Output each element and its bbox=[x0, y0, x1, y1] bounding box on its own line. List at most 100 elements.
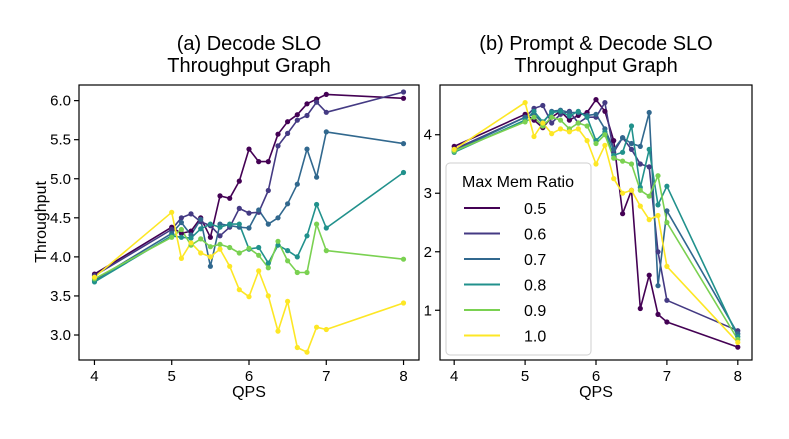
panel-b-point-0.6-3 bbox=[540, 102, 546, 109]
panel-b-point-1.0-5 bbox=[557, 126, 564, 132]
panel-a-xlabel: QPS bbox=[232, 384, 266, 401]
panel-b-point-0.9-5 bbox=[557, 117, 564, 123]
panel-a-point-0.7-16 bbox=[314, 174, 320, 180]
panel-b-point-0.8-16 bbox=[655, 202, 661, 208]
panel-b-ytick-label: 2 bbox=[424, 244, 432, 261]
panel-b-point-0.9-8 bbox=[584, 123, 590, 129]
panel-a-point-0.6-1 bbox=[169, 226, 175, 233]
legend-label-0.5: 0.5 bbox=[524, 201, 546, 218]
panel-b-point-0.8-4 bbox=[549, 109, 555, 116]
panel-a-point-0.9-11 bbox=[265, 265, 271, 271]
panel-a-point-1.0-5 bbox=[207, 254, 213, 260]
panel-a-point-0.5-14 bbox=[294, 112, 300, 118]
panel-b-point-0.6-17 bbox=[664, 297, 670, 303]
legend-title: Max Mem Ratio bbox=[462, 174, 574, 191]
panel-b-point-0.8-15 bbox=[646, 146, 652, 152]
panel-a-point-0.9-14 bbox=[294, 269, 300, 276]
panel-a-point-0.5-7 bbox=[227, 195, 233, 201]
panel-a-point-0.8-18 bbox=[400, 169, 407, 176]
panel-b-point-0.6-4 bbox=[549, 120, 555, 126]
panel-b-point-0.5-11 bbox=[611, 138, 617, 144]
panel-b-point-0.5-16 bbox=[655, 311, 661, 317]
panel-a-point-0.9-9 bbox=[246, 245, 252, 251]
panel-b-point-0.8-7 bbox=[575, 108, 581, 114]
panel-a-point-1.0-9 bbox=[246, 294, 252, 300]
panel-b-point-1.0-8 bbox=[584, 138, 590, 144]
panel-a-point-0.5-11 bbox=[265, 159, 271, 165]
panel-b-point-0.7-17 bbox=[664, 208, 670, 214]
panel-a-xtick-label: 4 bbox=[90, 368, 98, 385]
panel-a-point-0.8-3 bbox=[188, 235, 194, 241]
panel-a-xtick-label: 8 bbox=[399, 368, 407, 385]
panel-a-point-0.5-10 bbox=[256, 159, 262, 165]
panel-b-point-1.0-9 bbox=[593, 161, 599, 167]
panel-a-point-0.8-14 bbox=[294, 254, 300, 260]
panel-a-point-0.8-2 bbox=[178, 234, 184, 240]
panel-b-point-0.9-2 bbox=[531, 114, 537, 120]
panel-a-point-0.6-16 bbox=[314, 99, 320, 105]
legend-label-1.0: 1.0 bbox=[524, 329, 546, 346]
panel-b-point-1.0-4 bbox=[549, 131, 555, 137]
panel-a-point-0.9-16 bbox=[314, 221, 320, 227]
panel-b-point-0.8-12 bbox=[620, 149, 626, 155]
panel-b-point-1.0-6 bbox=[566, 129, 573, 135]
panel-a-point-1.0-1 bbox=[169, 209, 175, 215]
panel-b-xlabel: QPS bbox=[579, 384, 613, 401]
panel-b-point-1.0-0 bbox=[451, 146, 457, 152]
panel-a-point-0.8-7 bbox=[227, 221, 233, 227]
panel-b-point-0.9-12 bbox=[620, 158, 626, 164]
panel-b-point-0.5-14 bbox=[637, 305, 643, 312]
panel-b-point-0.9-7 bbox=[575, 120, 581, 126]
panel-a-point-0.7-14 bbox=[294, 181, 300, 187]
panel-a-point-0.5-13 bbox=[285, 119, 291, 125]
panel-b-point-0.7-11 bbox=[611, 146, 617, 152]
panel-b-point-1.0-14 bbox=[637, 203, 643, 209]
panel-b-point-0.6-16 bbox=[655, 249, 661, 255]
panel-a-plot-area bbox=[91, 89, 407, 355]
panel-a-ytick-label: 5.5 bbox=[50, 132, 71, 149]
panel-a-point-0.8-6 bbox=[217, 224, 223, 230]
panel-b-title-line1: (b) Prompt & Decode SLO bbox=[479, 33, 712, 55]
panel-a-point-0.6-14 bbox=[294, 117, 300, 123]
panel-a-point-1.0-2 bbox=[178, 255, 184, 261]
panel-b-xtick-label: 6 bbox=[592, 368, 600, 385]
panel-a-point-0.7-12 bbox=[275, 215, 281, 221]
panel-b-point-1.0-18 bbox=[735, 339, 741, 345]
panel-a-point-0.5-6 bbox=[217, 193, 223, 199]
panel-a-point-0.7-2 bbox=[178, 219, 184, 226]
panel-a-point-0.9-18 bbox=[400, 256, 407, 262]
legend-box bbox=[445, 162, 592, 356]
panel-b-point-0.7-13 bbox=[628, 140, 635, 147]
panel-a-point-0.9-1 bbox=[169, 234, 175, 240]
panel-a-point-0.5-2 bbox=[178, 230, 184, 236]
panel-a-ytick-label: 4.0 bbox=[50, 249, 71, 266]
panel-b-point-0.9-10 bbox=[602, 132, 608, 138]
panel-a-point-1.0-6 bbox=[217, 246, 223, 252]
panel-a-point-0.5-15 bbox=[304, 101, 310, 107]
legend-label-0.8: 0.8 bbox=[524, 278, 546, 295]
panel-a-point-0.9-2 bbox=[178, 226, 184, 233]
panel-a-xtick-label: 7 bbox=[322, 368, 330, 385]
panel-a-point-0.6-15 bbox=[304, 112, 310, 119]
panel-b-point-0.8-5 bbox=[557, 108, 564, 114]
panel-a-point-0.8-8 bbox=[236, 221, 242, 227]
panel-decode-slo: (a) Decode SLO Throughput Graph 4 5 6 7 8 3.0… bbox=[33, 33, 420, 401]
panel-a-point-0.9-12 bbox=[275, 238, 281, 244]
panel-b-point-0.9-16 bbox=[655, 173, 661, 179]
panel-a-point-1.0-15 bbox=[304, 349, 310, 355]
panel-a-point-0.9-13 bbox=[285, 258, 291, 264]
panel-b-point-0.5-17 bbox=[664, 319, 670, 325]
legend: Max Mem Ratio 0.5 0.6 0.7 0.8 0.9 1.0 bbox=[445, 162, 592, 356]
panel-a-point-0.6-9 bbox=[246, 210, 252, 216]
panel-a-title-line2: Throughput Graph bbox=[167, 55, 330, 77]
panel-a-ticks: 4 5 6 7 8 3.0 3.5 4.0 4.5 5.0 5.5 6.0 bbox=[50, 93, 408, 385]
panel-b-point-0.5-10 bbox=[602, 108, 608, 114]
panel-a-point-1.0-13 bbox=[285, 298, 291, 304]
panel-b-point-0.7-12 bbox=[620, 135, 626, 141]
panel-a-point-0.8-16 bbox=[314, 201, 320, 208]
panel-a-point-0.9-15 bbox=[304, 269, 310, 276]
panel-b-xtick-label: 8 bbox=[734, 368, 742, 385]
panel-a-title-line1: (a) Decode SLO bbox=[177, 33, 322, 55]
panel-b-xtick-label: 4 bbox=[450, 368, 458, 385]
panel-a-point-0.8-4 bbox=[198, 226, 204, 232]
